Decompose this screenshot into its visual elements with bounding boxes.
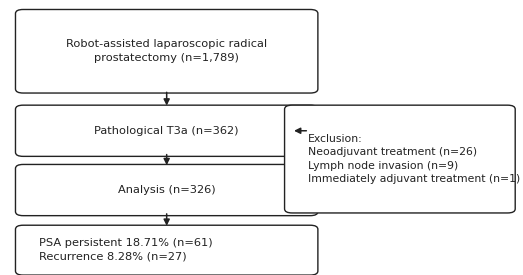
Text: Analysis (n=326): Analysis (n=326) [118,185,215,195]
Text: PSA persistent 18.71% (n=61)
Recurrence 8.28% (n=27): PSA persistent 18.71% (n=61) Recurrence … [39,238,212,262]
Text: Pathological T3a (n=362): Pathological T3a (n=362) [95,126,239,136]
FancyBboxPatch shape [16,225,318,275]
FancyBboxPatch shape [16,105,318,156]
FancyBboxPatch shape [16,10,318,93]
FancyBboxPatch shape [285,105,515,213]
Text: Exclusion:
Neoadjuvant treatment (n=26)
Lymph node invasion (n=9)
Immediately ad: Exclusion: Neoadjuvant treatment (n=26) … [308,134,520,185]
FancyBboxPatch shape [16,164,318,216]
Text: Robot-assisted laparoscopic radical
prostatectomy (n=1,789): Robot-assisted laparoscopic radical pros… [66,39,267,63]
